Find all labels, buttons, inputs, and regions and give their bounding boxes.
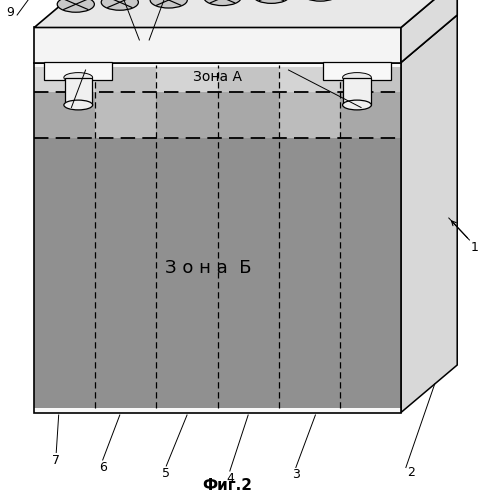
- Text: Зона А: Зона А: [193, 70, 242, 85]
- Polygon shape: [34, 0, 456, 28]
- Ellipse shape: [301, 0, 338, 1]
- Text: 2: 2: [406, 466, 414, 479]
- Bar: [34, 62, 400, 412]
- Bar: [95, 92, 156, 138]
- Polygon shape: [400, 0, 456, 62]
- Ellipse shape: [203, 0, 241, 6]
- Ellipse shape: [252, 0, 289, 4]
- Bar: [34, 58, 400, 66]
- Text: 5: 5: [162, 467, 170, 480]
- Polygon shape: [34, 15, 456, 62]
- Bar: [156, 62, 217, 92]
- Bar: [278, 92, 339, 138]
- Bar: [34, 62, 400, 412]
- Bar: [322, 62, 390, 80]
- Text: 6: 6: [99, 461, 106, 474]
- Ellipse shape: [342, 72, 370, 83]
- Text: 11: 11: [136, 26, 152, 39]
- Text: 1: 1: [469, 241, 477, 254]
- Text: 4: 4: [225, 472, 233, 485]
- Ellipse shape: [64, 100, 92, 110]
- Ellipse shape: [150, 0, 187, 8]
- Ellipse shape: [57, 0, 94, 12]
- Bar: [34, 62, 95, 92]
- Ellipse shape: [101, 0, 138, 10]
- Bar: [34, 28, 400, 62]
- Bar: [343, 78, 370, 105]
- Text: 3: 3: [291, 468, 299, 481]
- Bar: [34, 138, 400, 412]
- Text: 9: 9: [6, 6, 14, 19]
- Text: 10: 10: [285, 56, 301, 69]
- Text: 7: 7: [52, 454, 60, 466]
- Ellipse shape: [342, 100, 370, 110]
- Bar: [34, 408, 400, 412]
- Bar: [44, 62, 112, 80]
- Text: З о н а  Б: З о н а Б: [164, 258, 250, 276]
- Bar: [64, 78, 92, 105]
- Text: 8: 8: [77, 56, 84, 69]
- Bar: [34, 92, 400, 138]
- Bar: [34, 62, 400, 92]
- Bar: [278, 62, 339, 92]
- Polygon shape: [400, 15, 456, 412]
- Ellipse shape: [64, 72, 92, 83]
- Text: Фиг.2: Фиг.2: [202, 478, 252, 492]
